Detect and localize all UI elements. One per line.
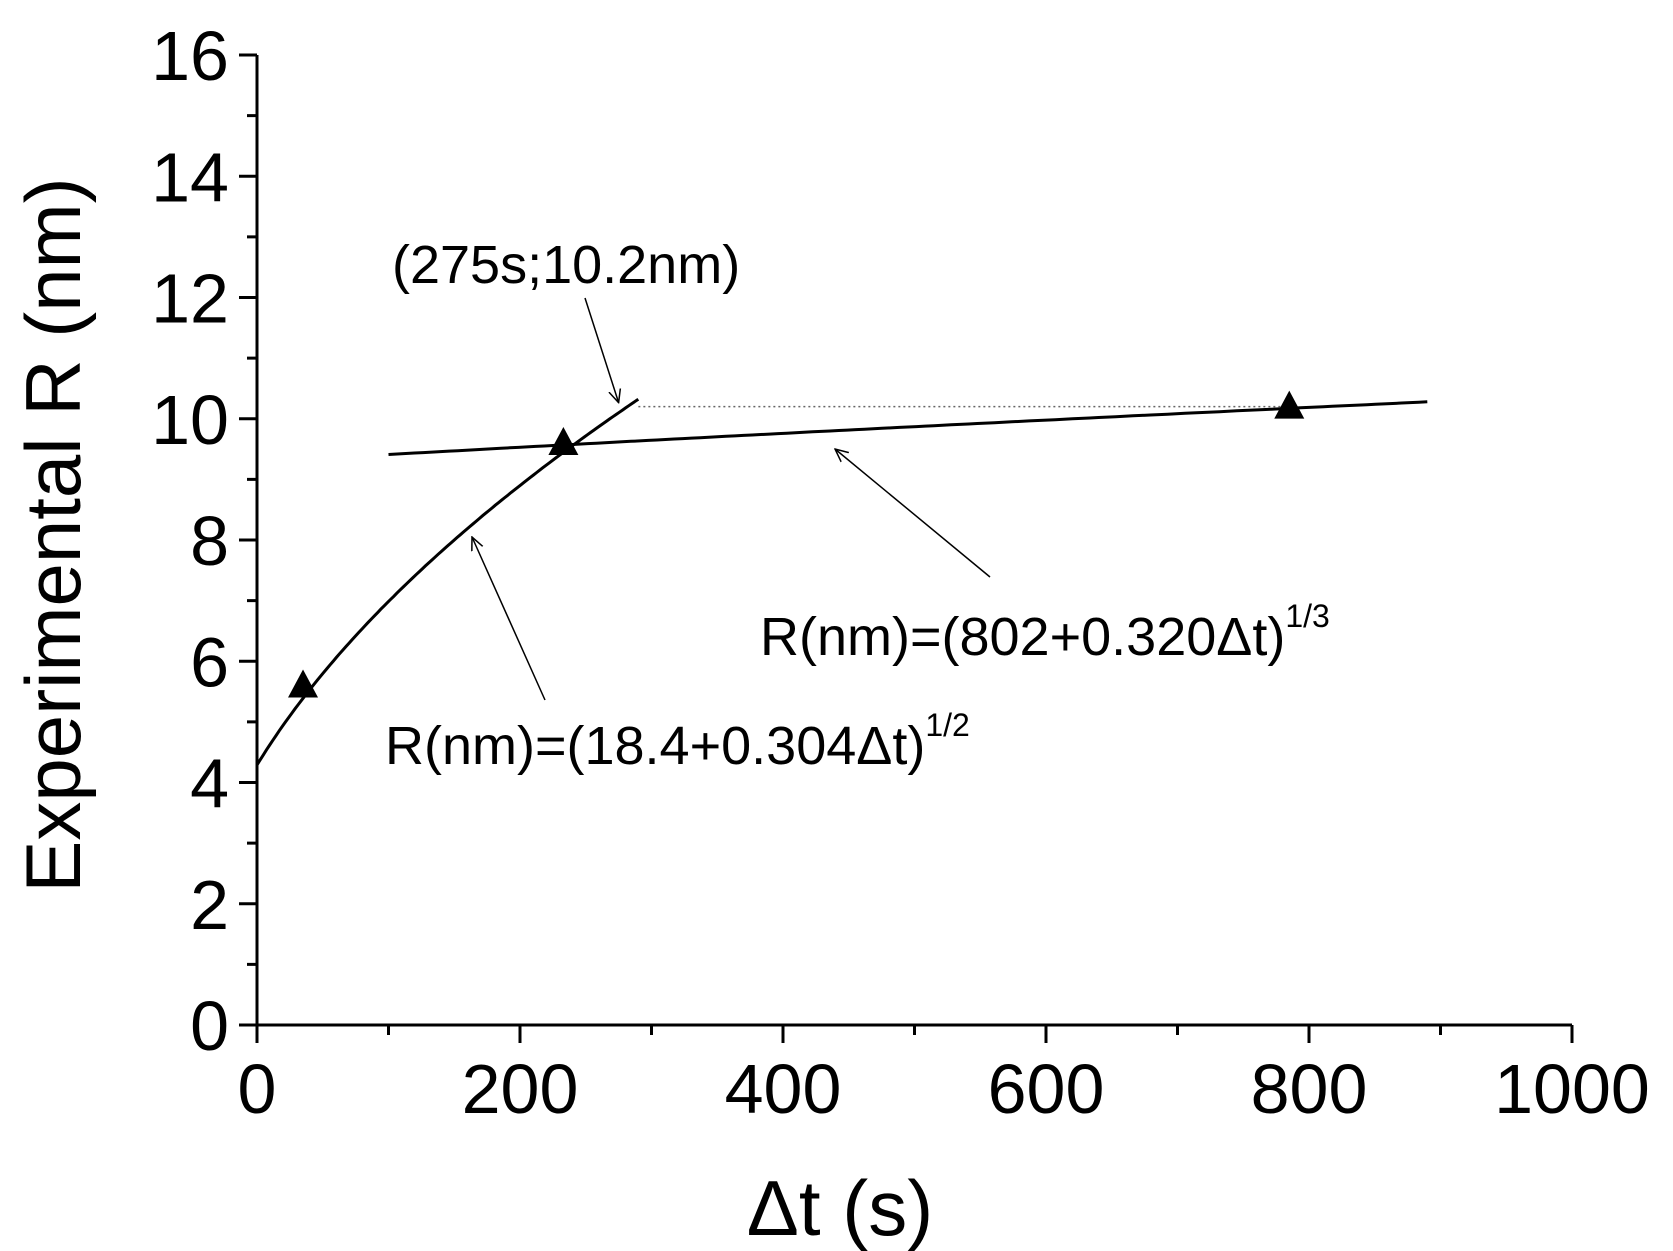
y-tick-label: 8 xyxy=(190,502,229,580)
data-point xyxy=(1274,390,1305,419)
tick-labels: 0 200 400 600 800 1000 0 2 4 6 8 10 12 14 16 xyxy=(151,17,1650,1128)
point-annotation-label: (275s;10.2nm) xyxy=(392,235,740,295)
data-point xyxy=(288,669,319,698)
fit-label-cuberoot: R(nm)=(802+0.320Δt)1/3 xyxy=(760,598,1330,667)
fit-sqrt-arrow xyxy=(472,537,546,701)
fit-cuberoot-arrow xyxy=(835,449,991,578)
x-tick-label: 0 xyxy=(238,1050,277,1128)
x-tick-label: 600 xyxy=(988,1050,1105,1128)
y-tick-label: 2 xyxy=(190,866,229,944)
y-tick-label: 4 xyxy=(190,745,229,823)
x-tick-label: 1000 xyxy=(1494,1050,1650,1128)
y-tick-label: 12 xyxy=(151,260,229,338)
y-tick-label: 10 xyxy=(151,381,229,459)
ticks xyxy=(239,53,1574,1043)
fit-label-sqrt-exponent: 1/2 xyxy=(925,707,969,743)
fit-label-cuberoot-exponent: 1/3 xyxy=(1285,598,1329,634)
y-axis-title: Experimental R (nm) xyxy=(9,177,97,892)
y-tick-label: 14 xyxy=(151,138,229,216)
y-tick-label: 0 xyxy=(190,987,229,1065)
x-axis-title: Δt (s) xyxy=(747,1164,933,1251)
fit-label-sqrt-main: R(nm)=(18.4+0.304Δt) xyxy=(385,716,925,776)
x-tick-label: 400 xyxy=(725,1050,842,1128)
point-annotation-arrow xyxy=(584,297,619,403)
x-tick-label: 200 xyxy=(462,1050,579,1128)
y-tick-label: 16 xyxy=(151,17,229,95)
annotations xyxy=(472,297,991,701)
fit-label-sqrt: R(nm)=(18.4+0.304Δt)1/2 xyxy=(385,707,970,776)
x-tick-label: 800 xyxy=(1251,1050,1368,1128)
data-points xyxy=(288,390,1305,698)
y-tick-label: 6 xyxy=(190,623,229,701)
fit-curve-sqrt xyxy=(255,397,640,766)
data-point xyxy=(548,427,579,455)
fit-label-cuberoot-main: R(nm)=(802+0.320Δt) xyxy=(760,607,1285,667)
fit-curve-cuberoot xyxy=(388,400,1428,456)
